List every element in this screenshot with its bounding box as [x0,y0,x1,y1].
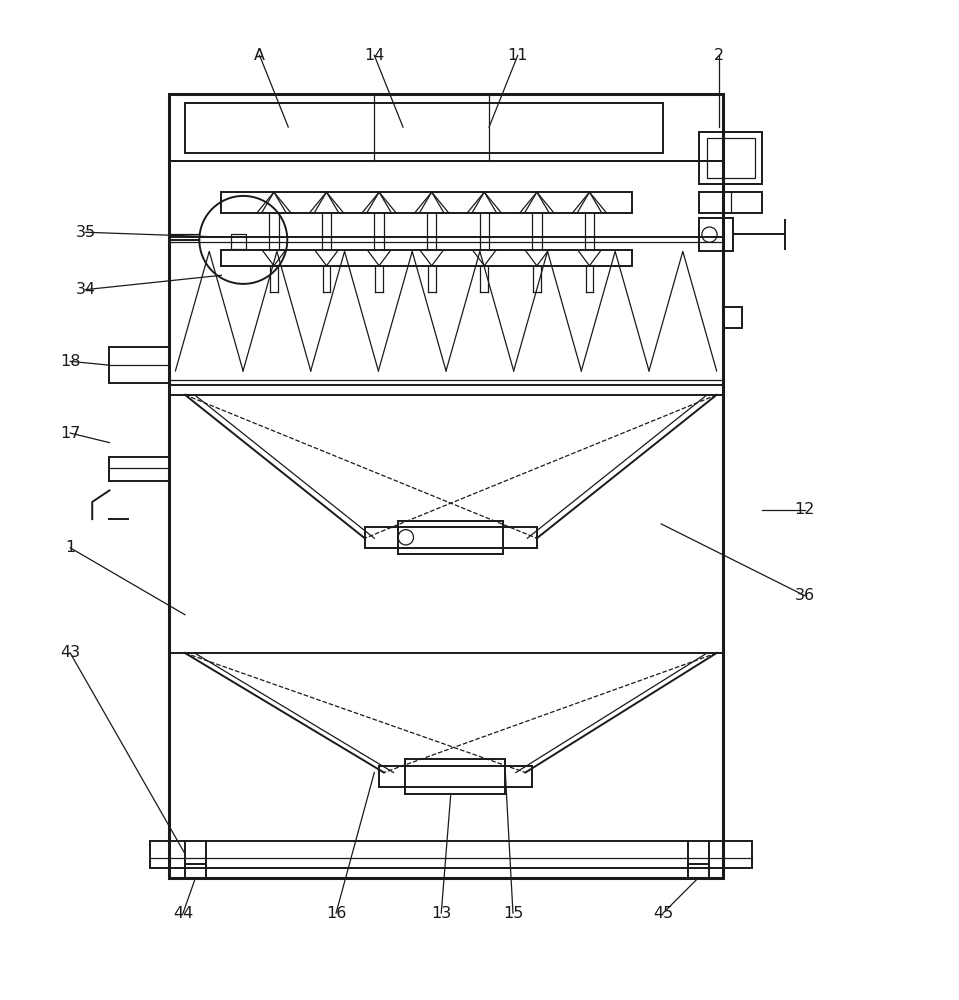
Text: 34: 34 [76,282,96,297]
Bar [150,841,752,868]
Text: 2: 2 [713,48,724,63]
Bar [231,234,246,249]
Bar [398,521,503,554]
Bar [688,864,709,878]
Bar [109,457,169,481]
Bar [699,132,761,184]
Text: 45: 45 [653,906,673,921]
Bar [405,759,505,794]
Text: 14: 14 [364,48,385,63]
Text: 15: 15 [503,906,524,921]
Text: 12: 12 [794,502,815,517]
Text: 18: 18 [60,354,81,369]
Bar [222,192,633,213]
Text: 36: 36 [795,588,815,603]
Bar [707,138,755,178]
Bar [222,250,633,266]
Bar [723,307,742,328]
Bar [169,94,723,161]
Bar [379,766,532,787]
Bar [169,237,723,385]
Bar [185,864,206,878]
Text: 13: 13 [432,906,452,921]
Bar [699,218,733,251]
Text: 1: 1 [65,540,76,555]
Text: 44: 44 [173,906,193,921]
Text: 11: 11 [507,48,528,63]
Text: 35: 35 [76,225,96,240]
Text: 43: 43 [60,645,81,660]
Text: 17: 17 [60,426,81,441]
Bar [109,347,169,383]
Bar [185,103,663,153]
Bar [169,94,723,878]
Bar [364,527,537,548]
Text: 16: 16 [326,906,346,921]
Text: A: A [254,48,265,63]
Bar [699,192,761,213]
